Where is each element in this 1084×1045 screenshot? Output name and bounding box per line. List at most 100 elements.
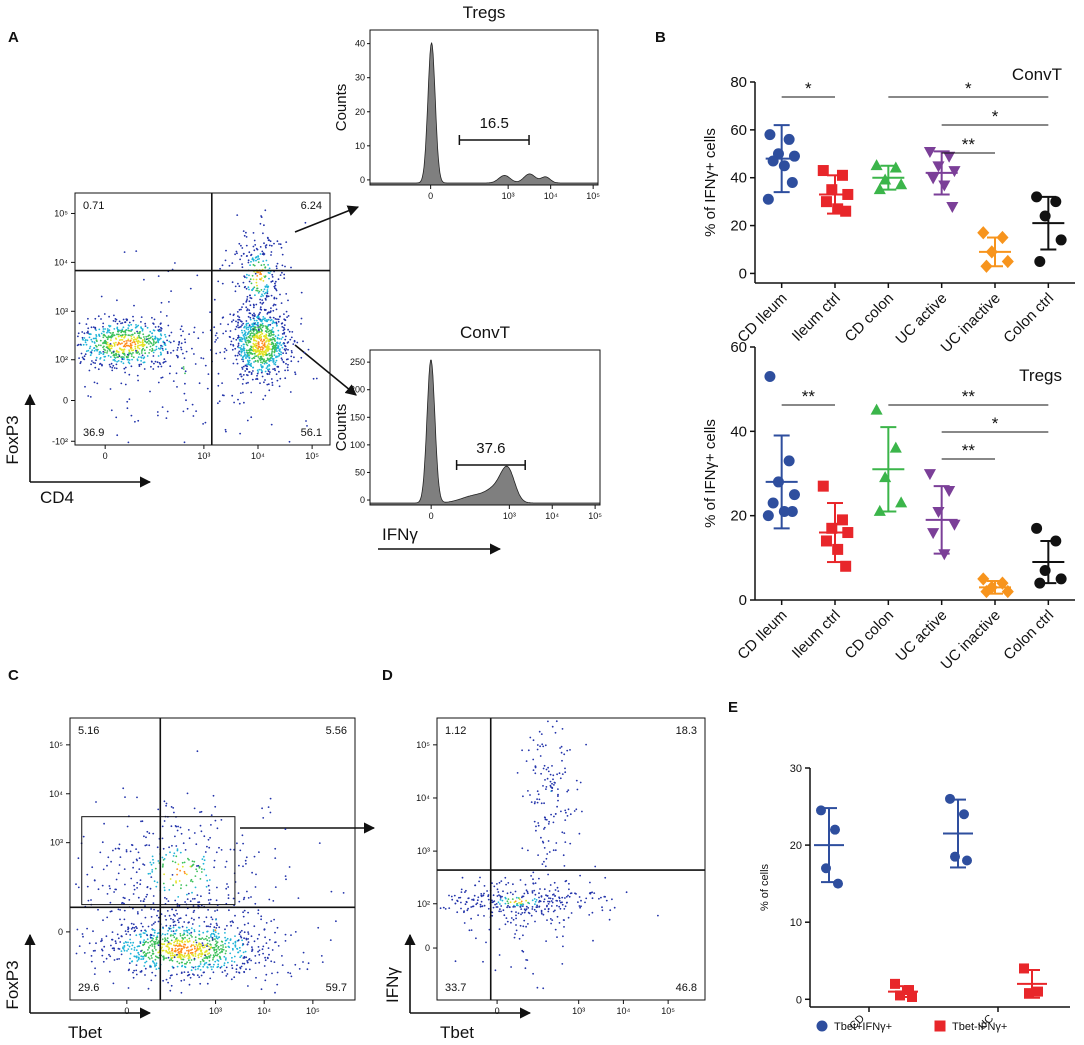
event-dot	[565, 811, 567, 814]
event-dot	[140, 350, 143, 352]
event-dot	[222, 948, 225, 951]
event-dot	[190, 969, 193, 972]
event-dot	[248, 294, 251, 297]
event-dot	[176, 940, 179, 943]
event-dot	[254, 962, 257, 964]
event-dot	[175, 845, 178, 847]
event-dot	[184, 338, 186, 341]
event-dot	[271, 276, 274, 278]
event-dot	[156, 337, 159, 340]
event-dot	[191, 403, 194, 406]
event-dot	[202, 960, 205, 962]
event-dot	[549, 918, 552, 920]
event-dot	[254, 355, 256, 358]
event-dot	[135, 973, 138, 976]
event-dot	[271, 348, 273, 351]
event-dot	[460, 888, 463, 891]
event-dot	[140, 337, 143, 340]
event-dot	[258, 351, 261, 354]
event-dot	[207, 963, 210, 966]
event-dot	[593, 892, 596, 894]
point	[980, 584, 993, 599]
event-dot	[515, 896, 518, 899]
event-dot	[155, 962, 158, 965]
event-dot	[173, 340, 175, 343]
event-dot	[251, 274, 254, 277]
event-dot	[166, 937, 169, 940]
event-dot	[185, 955, 188, 957]
event-dot	[265, 244, 268, 246]
event-dot	[217, 960, 220, 962]
event-dot	[161, 825, 164, 828]
event-dot	[499, 895, 502, 898]
event-dot	[96, 340, 98, 343]
event-dot	[124, 321, 127, 324]
event-dot	[253, 352, 256, 355]
event-dot	[260, 915, 263, 918]
event-dot	[287, 315, 290, 317]
y-tick-label: 0	[360, 495, 365, 505]
event-dot	[181, 925, 184, 928]
event-dot	[99, 357, 102, 359]
event-dot	[274, 284, 277, 287]
event-dot	[231, 947, 234, 950]
event-dot	[189, 287, 192, 290]
event-dot	[143, 356, 146, 359]
event-dot	[563, 926, 565, 928]
event-dot	[284, 369, 286, 372]
event-dot	[174, 825, 177, 827]
event-dot	[242, 391, 244, 394]
event-dot	[262, 318, 264, 321]
event-dot	[130, 335, 133, 338]
event-dot	[248, 958, 251, 960]
event-dot	[255, 332, 258, 335]
event-dot	[138, 953, 141, 956]
event-dot	[150, 342, 153, 344]
point	[873, 504, 886, 516]
event-dot	[261, 348, 264, 351]
event-dot	[180, 971, 183, 974]
event-dot	[540, 909, 543, 912]
event-dot	[256, 372, 259, 375]
event-dot	[128, 329, 131, 332]
y-tick-label: 20	[355, 107, 365, 117]
event-dot	[172, 807, 175, 809]
point	[786, 177, 798, 188]
event-dot	[205, 925, 208, 928]
event-dot	[246, 365, 249, 368]
event-dot	[268, 277, 270, 280]
event-dot	[155, 348, 158, 351]
event-dot	[271, 280, 274, 282]
event-dot	[133, 955, 136, 958]
event-dot	[147, 925, 150, 928]
event-dot	[138, 363, 141, 366]
event-dot	[147, 987, 150, 990]
event-dot	[492, 906, 495, 909]
event-dot	[123, 868, 126, 870]
event-dot	[261, 250, 264, 253]
event-dot	[253, 264, 256, 267]
event-dot	[187, 971, 190, 973]
event-dot	[160, 353, 163, 355]
event-dot	[149, 330, 152, 333]
event-dot	[243, 937, 246, 940]
event-dot	[81, 338, 84, 341]
event-dot	[259, 306, 262, 309]
event-dot	[133, 888, 136, 891]
event-dot	[109, 332, 112, 334]
event-dot	[541, 743, 544, 746]
event-dot	[250, 391, 253, 394]
event-dot	[260, 215, 262, 217]
event-dot	[246, 943, 249, 946]
event-dot	[106, 331, 108, 334]
event-dot	[263, 344, 265, 347]
event-dot	[132, 356, 135, 359]
event-dot	[284, 349, 287, 352]
event-dot	[260, 357, 262, 360]
event-dot	[95, 942, 97, 945]
event-dot	[168, 927, 171, 930]
event-dot	[224, 936, 227, 939]
event-dot	[161, 347, 164, 350]
event-dot	[176, 349, 179, 351]
x-tick-label: Colon ctrl	[1000, 607, 1057, 664]
